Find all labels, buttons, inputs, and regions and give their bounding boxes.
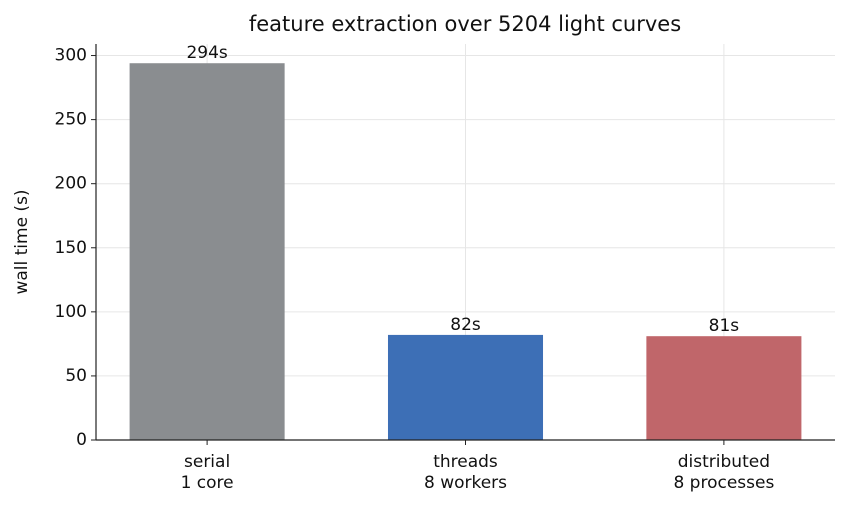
chart-title: feature extraction over 5204 light curve…	[249, 12, 681, 36]
x-tick-label: serial 1 core	[180, 452, 234, 493]
y-tick-label: 0	[76, 430, 87, 450]
y-tick-label: 150	[55, 238, 87, 258]
bar	[646, 336, 802, 440]
x-tick-label: distributed 8 processes	[673, 452, 775, 493]
y-axis-label: wall time (s)	[12, 189, 32, 294]
bar	[129, 63, 285, 441]
y-tick-label: 300	[55, 46, 87, 66]
bar	[387, 334, 544, 440]
y-tick-label: 200	[55, 174, 87, 194]
y-tick-label: 50	[65, 366, 87, 386]
value-label: 294s	[186, 43, 227, 63]
value-label: 82s	[450, 315, 481, 335]
x-tick-label: threads 8 workers	[423, 452, 508, 493]
value-label: 81s	[709, 316, 740, 336]
y-tick-label: 250	[55, 110, 87, 130]
y-tick-label: 100	[55, 302, 87, 322]
